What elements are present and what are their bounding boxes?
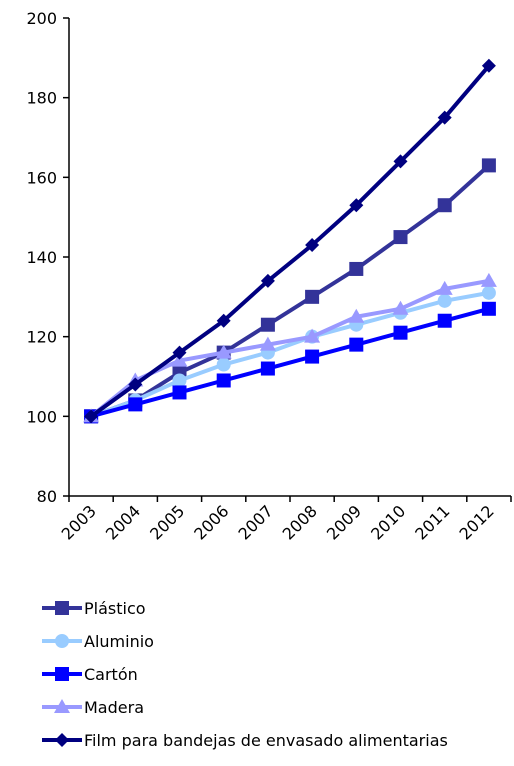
legend-label: Cartón: [84, 665, 138, 684]
data-point: [216, 373, 231, 388]
data-point: [216, 357, 231, 372]
data-point: [260, 361, 275, 376]
legend-item: Madera: [42, 698, 144, 717]
legend-item: Plástico: [42, 599, 146, 618]
data-point: [260, 273, 275, 288]
x-tick-label: 2008: [279, 501, 321, 543]
legend-marker: [55, 601, 69, 615]
data-point: [393, 325, 408, 340]
x-tick-label: 2005: [146, 501, 188, 543]
y-tick-label: 120: [26, 328, 57, 347]
series-5: [84, 58, 496, 424]
data-point: [305, 289, 320, 304]
x-tick-label: 2003: [58, 501, 100, 543]
data-point: [305, 238, 320, 253]
x-tick-label: 2004: [102, 501, 144, 543]
series-line: [90, 290, 490, 419]
data-point: [481, 58, 496, 73]
data-point: [305, 349, 320, 364]
y-tick-label: 160: [26, 168, 57, 187]
data-point: [393, 154, 408, 169]
x-tick-label: 2011: [411, 501, 453, 543]
data-point: [481, 158, 496, 173]
y-tick-label: 80: [37, 487, 57, 506]
series-3: [84, 301, 496, 424]
legend-marker: [55, 733, 69, 747]
data-point: [437, 293, 452, 308]
x-tick-label: 2012: [456, 501, 498, 543]
data-point: [172, 345, 187, 360]
data-point: [393, 230, 408, 245]
x-tick-label: 2010: [367, 501, 409, 543]
data-point: [481, 301, 496, 316]
data-point: [480, 272, 497, 287]
data-point: [172, 373, 187, 388]
legend-label: Aluminio: [84, 632, 154, 651]
series-line: [89, 278, 490, 418]
x-tick-label: 2006: [190, 501, 232, 543]
series-line: [90, 163, 491, 419]
data-point: [348, 308, 365, 323]
data-point: [437, 313, 452, 328]
legend-label: Madera: [84, 698, 144, 717]
data-point: [437, 110, 452, 125]
data-point: [215, 344, 232, 359]
legend-marker: [55, 667, 69, 681]
data-point: [259, 336, 276, 351]
legend-item: Film para bandejas de envasado alimentar…: [42, 731, 448, 750]
legend-item: Aluminio: [42, 632, 154, 651]
y-tick-label: 140: [26, 248, 57, 267]
x-tick-label: 2007: [235, 501, 277, 543]
x-tick-label: 2009: [323, 501, 365, 543]
legend-item: Cartón: [42, 665, 138, 684]
y-tick-label: 180: [26, 89, 57, 108]
y-tick-label: 100: [26, 407, 57, 426]
data-point: [128, 397, 143, 412]
series-layer: [83, 58, 497, 424]
series-line: [90, 306, 490, 419]
data-point: [349, 198, 364, 213]
data-point: [481, 285, 496, 300]
data-point: [349, 261, 364, 276]
data-point: [436, 280, 453, 295]
series-1: [84, 158, 496, 424]
data-point: [216, 313, 231, 328]
legend: Plástico Aluminio Cartón Madera Film para ba…: [42, 599, 448, 750]
data-point: [128, 377, 143, 392]
legend-label: Plástico: [84, 599, 146, 618]
data-point: [172, 385, 187, 400]
legend-marker: [54, 699, 70, 713]
data-point: [349, 337, 364, 352]
legend-label: Film para bandejas de envasado alimentar…: [84, 731, 448, 750]
data-point: [84, 409, 99, 424]
data-point: [392, 300, 409, 315]
data-point: [304, 328, 321, 343]
data-point: [260, 317, 275, 332]
legend-marker: [55, 634, 69, 648]
y-tick-label: 200: [26, 9, 57, 28]
series-line: [89, 64, 491, 418]
data-point: [437, 198, 452, 213]
